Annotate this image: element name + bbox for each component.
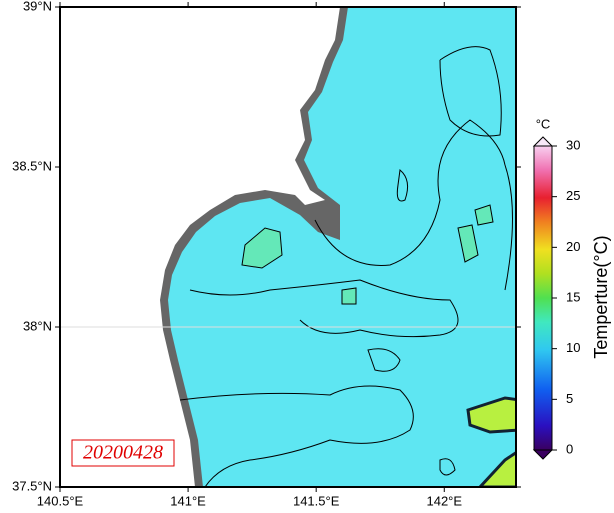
warm-patch: [241, 227, 283, 269]
warm-patch: [474, 204, 494, 226]
colorbar-tick-label: 30: [566, 137, 580, 152]
contour: [439, 458, 456, 476]
contour: [314, 119, 513, 291]
colorbar-unit: °C: [536, 116, 551, 131]
colorbar-title: Temperture(°C): [591, 235, 611, 358]
warm-patch: [466, 396, 516, 434]
y-tick-label: 39°N: [23, 0, 52, 13]
map-area: [60, 7, 516, 487]
colorbar-tick-label: 25: [566, 188, 580, 203]
x-tick-label: 141.5°E: [293, 493, 340, 508]
colorbar-tick-label: 5: [566, 391, 573, 406]
x-tick-label: 141°E: [170, 493, 206, 508]
contour: [189, 279, 459, 338]
contour: [367, 348, 401, 372]
colorbar-tick-label: 20: [566, 239, 580, 254]
y-tick-label: 38.5°N: [12, 158, 52, 173]
contour: [396, 169, 409, 202]
colorbar: [533, 145, 553, 451]
warm-patch: [457, 224, 479, 263]
colorbar-tick-label: 0: [566, 441, 573, 456]
y-tick-label: 37.5°N: [12, 478, 52, 493]
colorbar-tick-label: 15: [566, 289, 580, 304]
colorbar-tick-label: 10: [566, 340, 580, 355]
warm-patch: [341, 287, 357, 305]
colorbar-min-arrow: [532, 449, 554, 460]
contour: [439, 46, 502, 137]
date-box: [71, 439, 175, 467]
warm-patch: [477, 450, 516, 487]
ocean: [168, 7, 516, 487]
x-tick-label: 140.5°E: [37, 493, 84, 508]
colorbar-max-arrow: [532, 136, 554, 147]
x-tick-label: 142°E: [426, 493, 462, 508]
contour: [179, 385, 414, 487]
y-tick-label: 38°N: [23, 318, 52, 333]
map-frame: [59, 6, 517, 488]
date-label: 20200428: [83, 442, 163, 464]
